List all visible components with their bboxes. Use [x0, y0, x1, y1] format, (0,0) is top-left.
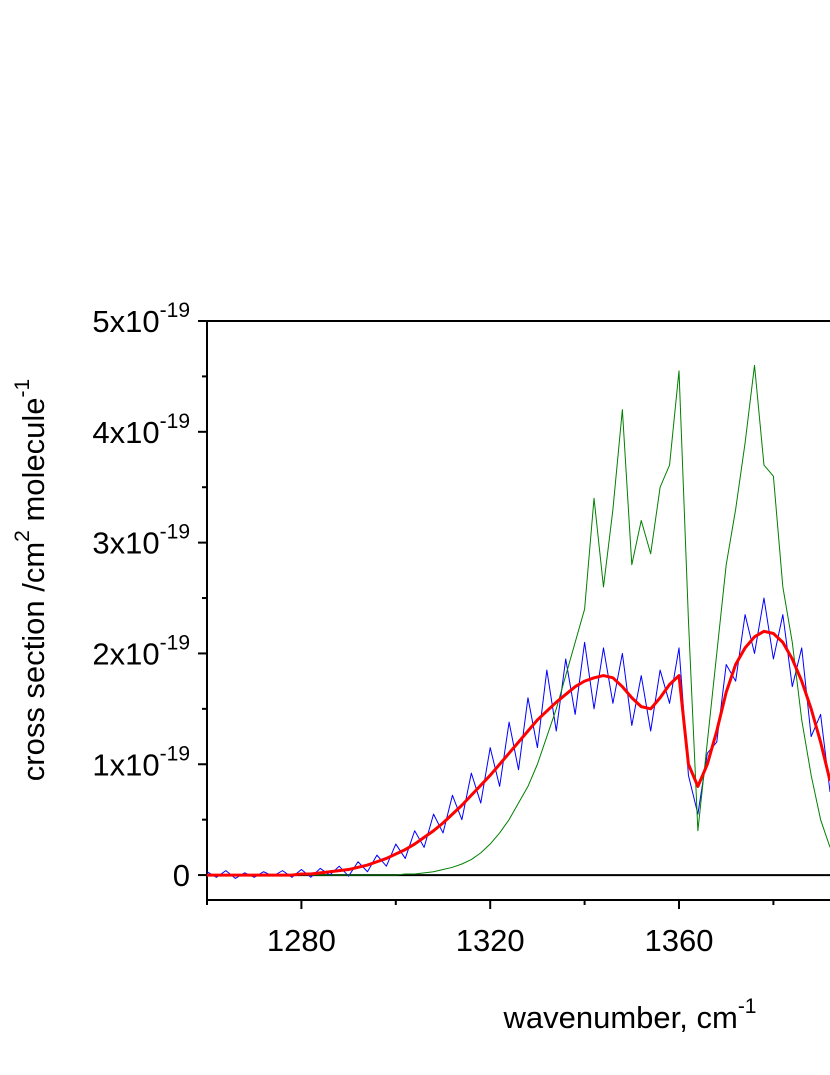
- y-tick-label: 1x10-19: [92, 742, 190, 782]
- y-tick-label-base: 3x10: [92, 526, 159, 561]
- plot-area: [207, 364, 830, 879]
- y-tick-label: 4x10-19: [92, 410, 190, 450]
- y-axis-label-part: molecule: [16, 397, 51, 530]
- y-tick-label: 3x10-19: [92, 521, 190, 561]
- y-axis-label: cross section /cm2 molecule-1: [11, 379, 51, 782]
- x-tick-label: 1280: [267, 923, 336, 958]
- x-tick-label: 1320: [456, 923, 525, 958]
- y-tick-label-exponent: -19: [160, 521, 190, 544]
- y-axis-label-part: -1: [11, 379, 34, 398]
- y-tick-label: 0: [173, 858, 190, 893]
- x-axis-label-part: -1: [738, 995, 757, 1018]
- y-tick-label-base: 2x10: [92, 636, 159, 671]
- y-tick-label-exponent: -19: [160, 742, 190, 765]
- y-tick-label-base: 5x10: [92, 304, 159, 339]
- series-line: [207, 629, 830, 877]
- y-tick-label-exponent: -19: [160, 299, 190, 322]
- x-axis-label-part: wavenumber, cm: [502, 1000, 737, 1035]
- y-tick-label-exponent: -19: [160, 631, 190, 654]
- y-tick-label-base: 0: [173, 858, 190, 893]
- y-axis-label-part: cross section /cm: [16, 542, 51, 781]
- series-line: [207, 364, 830, 876]
- y-axis-label-part: 2: [11, 530, 34, 542]
- y-tick-label-exponent: -19: [160, 410, 190, 433]
- y-tick-label-base: 4x10: [92, 415, 159, 450]
- x-axis-label: wavenumber, cm-1: [502, 995, 756, 1035]
- y-tick-label: 2x10-19: [92, 631, 190, 671]
- y-tick-label-base: 1x10: [92, 747, 159, 782]
- y-tick-label: 5x10-19: [92, 299, 190, 339]
- series-line: [207, 597, 830, 879]
- x-tick-label: 1360: [645, 923, 714, 958]
